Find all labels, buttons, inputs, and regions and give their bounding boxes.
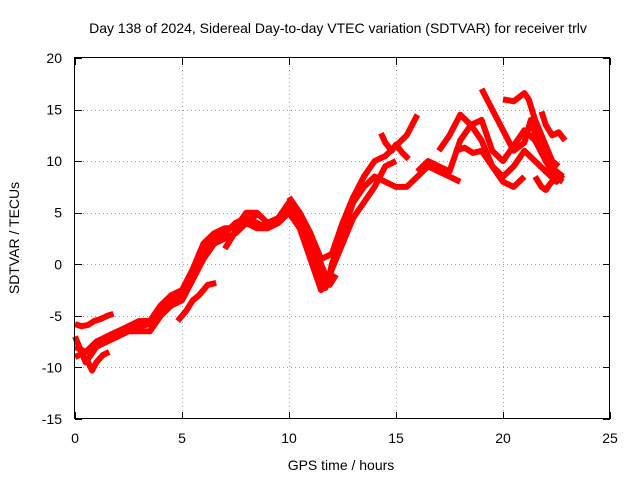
- series-line-sat-m: [478, 87, 565, 185]
- y-tick-label: 10: [46, 153, 62, 169]
- x-tick-label: 5: [178, 430, 186, 446]
- series-line-sat-e: [82, 349, 111, 374]
- y-tick-label: 5: [54, 205, 62, 221]
- series-line-sat-c: [72, 113, 421, 366]
- series-line-sat-n: [502, 90, 561, 169]
- y-tick-label: 15: [46, 102, 62, 118]
- x-tick-label: 20: [495, 430, 511, 446]
- x-tick-label: 25: [602, 430, 618, 446]
- y-tick-label: 20: [46, 50, 62, 66]
- series-line-sat-g: [222, 210, 261, 251]
- y-axis-label: SDTVAR / TECUs: [6, 182, 22, 294]
- axis-ticks: [75, 58, 611, 420]
- chart-title: Day 138 of 2024, Sidereal Day-to-day VTE…: [89, 20, 587, 36]
- y-tick-label: 0: [54, 256, 62, 272]
- series-line-sat-p: [532, 174, 559, 193]
- y-tick-label: -5: [50, 308, 63, 324]
- x-tick-label: 10: [281, 430, 297, 446]
- series-line-sat-o: [538, 110, 568, 143]
- y-tick-label: -10: [42, 359, 62, 375]
- x-tick-label: 15: [388, 430, 404, 446]
- series-line-sat-d: [74, 310, 115, 330]
- series-group: [72, 87, 568, 374]
- series-line-sat-l: [454, 144, 527, 190]
- series-line-sat-h: [286, 195, 339, 288]
- y-tick-label: -15: [42, 411, 62, 427]
- plot-frame: [74, 57, 610, 419]
- tick-labels: 0 5 10 15 20 25 -15 -10 -5 0 5 10 15 20: [42, 50, 618, 446]
- x-axis-label: GPS time / hours: [288, 457, 395, 473]
- series-line-sat-i: [378, 132, 411, 162]
- series-line-sat-f: [175, 279, 217, 323]
- grid-lines: [75, 58, 610, 419]
- x-tick-label: 0: [71, 430, 79, 446]
